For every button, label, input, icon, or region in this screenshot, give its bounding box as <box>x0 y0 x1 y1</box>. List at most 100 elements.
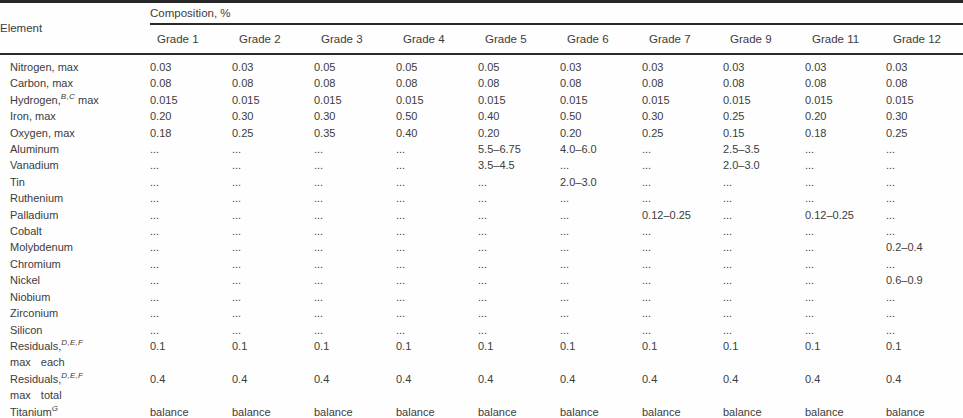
value-cell: ... <box>478 305 560 321</box>
value-cell: ... <box>232 190 314 206</box>
table-row: Tin...............2.0–3.0............ <box>0 174 963 190</box>
value-cell: ... <box>150 190 232 206</box>
table-row: Residuals,D,E,Fmax total0.40.40.40.40.40… <box>0 371 963 404</box>
value-cell: 0.15 <box>723 125 805 141</box>
table-row: Cobalt.............................. <box>0 223 963 239</box>
table-row: Nickel...........................0.6–0.9 <box>0 272 963 288</box>
value-cell: 3.5–4.5 <box>478 157 560 173</box>
value-cell: ... <box>560 272 642 288</box>
value-cell: 0.30 <box>232 108 314 124</box>
value-cell: 0.4 <box>805 371 886 404</box>
value-cell: ... <box>396 272 478 288</box>
value-cell: ... <box>723 239 805 255</box>
value-cell: ... <box>314 157 396 173</box>
value-cell: ... <box>560 305 642 321</box>
element-cell: Residuals,D,E,Fmax total <box>0 371 150 404</box>
table-row: Niobium.............................. <box>0 289 963 305</box>
element-cell: Residuals,D,E,Fmax each <box>0 338 150 371</box>
value-cell: ... <box>805 256 886 272</box>
value-cell: balance <box>232 404 314 418</box>
value-cell: ... <box>314 289 396 305</box>
value-cell: 0.015 <box>396 92 478 108</box>
value-cell: ... <box>642 256 723 272</box>
element-label: Aluminum <box>10 141 150 157</box>
element-cell: Ruthenium <box>0 190 150 206</box>
value-cell: 0.4 <box>886 371 963 404</box>
value-cell: ... <box>232 207 314 223</box>
value-cell: 0.6–0.9 <box>886 272 963 288</box>
value-cell: 0.05 <box>314 54 396 75</box>
table-row: TitaniumGbalancebalancebalancebalancebal… <box>0 404 963 418</box>
value-cell: ... <box>232 223 314 239</box>
element-cell: Cobalt <box>0 223 150 239</box>
value-cell: ... <box>232 305 314 321</box>
value-cell: ... <box>886 141 963 157</box>
value-cell: 0.015 <box>886 92 963 108</box>
value-cell: balance <box>396 404 478 418</box>
value-cell: ... <box>314 141 396 157</box>
value-cell: ... <box>642 305 723 321</box>
value-cell: ... <box>642 174 723 190</box>
value-cell: 0.08 <box>232 75 314 91</box>
value-cell: 0.1 <box>560 338 642 371</box>
value-cell: ... <box>886 305 963 321</box>
element-cell: Oxygen, max <box>0 125 150 141</box>
value-cell: 0.1 <box>396 338 478 371</box>
value-cell: ... <box>723 174 805 190</box>
column-header-grade-11: Grade 11 <box>805 24 886 54</box>
value-cell: 0.18 <box>150 125 232 141</box>
value-cell: ... <box>723 223 805 239</box>
value-cell: ... <box>886 190 963 206</box>
value-cell: ... <box>805 174 886 190</box>
value-cell: ... <box>232 174 314 190</box>
value-cell: 0.03 <box>150 54 232 75</box>
column-header-grade-7: Grade 7 <box>642 24 723 54</box>
table-row: Nitrogen, max0.030.030.050.050.050.030.0… <box>0 54 963 75</box>
value-cell: 0.03 <box>642 54 723 75</box>
value-cell: ... <box>150 289 232 305</box>
element-cell: Chromium <box>0 256 150 272</box>
value-cell: ... <box>478 256 560 272</box>
value-cell: ... <box>478 289 560 305</box>
value-cell: ... <box>150 207 232 223</box>
value-cell: 0.08 <box>560 75 642 91</box>
value-cell: 0.015 <box>478 92 560 108</box>
value-cell: 0.08 <box>314 75 396 91</box>
value-cell: ... <box>478 223 560 239</box>
value-cell: balance <box>642 404 723 418</box>
value-cell: balance <box>886 404 963 418</box>
element-cell: Niobium <box>0 289 150 305</box>
element-cell: Zirconium <box>0 305 150 321</box>
value-cell: ... <box>396 289 478 305</box>
value-cell: ... <box>396 305 478 321</box>
value-cell: 0.03 <box>232 54 314 75</box>
value-cell: 0.12–0.25 <box>805 207 886 223</box>
value-cell: ... <box>478 174 560 190</box>
column-header-grade-12: Grade 12 <box>886 24 963 54</box>
table-row: Iron, max0.200.300.300.500.400.500.300.2… <box>0 108 963 124</box>
value-cell: ... <box>478 207 560 223</box>
value-cell: ... <box>150 239 232 255</box>
element-cell: Hydrogen,B,C max <box>0 92 150 108</box>
value-cell: ... <box>642 190 723 206</box>
value-cell: ... <box>560 256 642 272</box>
value-cell: ... <box>805 272 886 288</box>
value-cell: 0.2–0.4 <box>886 239 963 255</box>
value-cell: ... <box>232 141 314 157</box>
value-cell: balance <box>150 404 232 418</box>
element-label: Tin <box>10 174 150 190</box>
value-cell: ... <box>723 272 805 288</box>
value-cell: 0.30 <box>314 108 396 124</box>
column-header-grade-4: Grade 4 <box>396 24 478 54</box>
element-label: Iron, max <box>10 108 150 124</box>
value-cell: 0.03 <box>886 54 963 75</box>
element-label: Residuals,D,E,F <box>10 371 150 387</box>
value-cell: 0.4 <box>560 371 642 404</box>
value-cell: ... <box>478 322 560 338</box>
value-cell: ... <box>314 207 396 223</box>
value-cell: 4.0–6.0 <box>560 141 642 157</box>
value-cell: ... <box>560 223 642 239</box>
value-cell: 0.015 <box>314 92 396 108</box>
element-cell: Aluminum <box>0 141 150 157</box>
table-row: Residuals,D,E,Fmax each0.10.10.10.10.10.… <box>0 338 963 371</box>
